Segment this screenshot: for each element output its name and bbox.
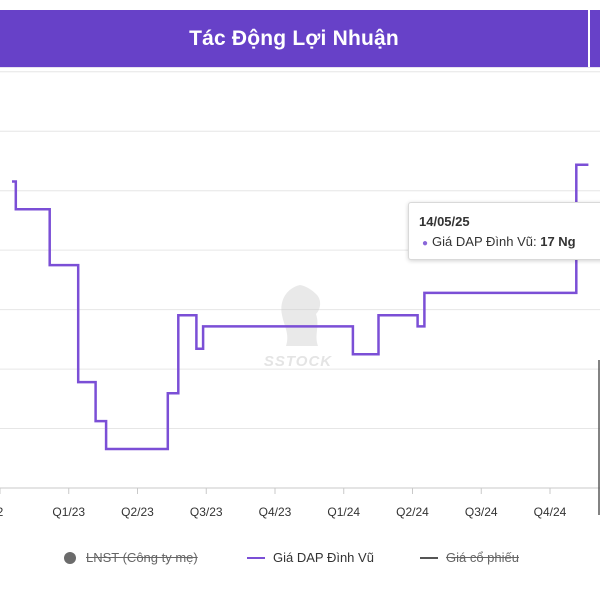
tooltip-series-dot-icon: ● [422,238,429,249]
legend-item-stock-price[interactable]: Giá cổ phiếu [420,550,519,565]
legend-label-stock-price: Giá cổ phiếu [446,550,519,565]
header-side-tab [590,10,600,67]
tooltip-date: 14/05/25 [419,214,470,229]
tooltip-value: 17 Ng [540,234,576,249]
legend-line-icon [247,556,265,559]
legend: LNST (Công ty mẹ) Giá DAP Đình Vũ Giá cổ… [0,546,600,570]
legend-line-icon [420,556,438,559]
x-tick-label: Q2/23 [121,505,154,519]
series-layer [12,163,589,451]
x-tick-label: Q2/24 [396,505,429,519]
watermark-text: SSTOCK [264,353,332,370]
legend-label-dap: Giá DAP Đình Vũ [273,550,374,565]
tooltip-row: ● Giá DAP Đình Vũ: 17 Ng [422,234,576,249]
tooltip-series-label: Giá DAP Đình Vũ: [432,234,537,249]
chart-plot[interactable]: SSTOCK 2 Q1/23 Q2/23 Q3/23 Q4/23 Q1/24 Q2/24 Q3… [0,70,600,546]
x-tick-label: Q3/23 [190,505,223,519]
legend-item-lnst[interactable]: LNST (Công ty mẹ) [64,550,198,565]
legend-item-dap[interactable]: Giá DAP Đình Vũ [247,550,374,565]
x-tick-label: Q4/24 [534,505,567,519]
x-tick-label: Q4/23 [259,505,292,519]
header-divider [0,67,600,68]
legend-circle-icon [64,551,76,564]
x-tick-label: 2 [0,505,4,519]
tooltip: 14/05/25 ● Giá DAP Đình Vũ: 17 Ng [408,202,600,260]
chart-header: Tác Động Lợi Nhuận [0,10,589,67]
legend-label-lnst: LNST (Công ty mẹ) [86,550,198,565]
x-tick-label: Q1/23 [52,505,85,519]
grid-lines [0,71,600,430]
watermark: SSTOCK [264,285,332,370]
chart-title: Tác Động Lợi Nhuận [189,26,399,50]
series-line-dap[interactable] [12,163,589,451]
x-axis-ticks [0,488,551,494]
x-tick-label: Q3/24 [465,505,498,519]
x-tick-label: Q1/24 [327,505,360,519]
x-axis-labels: 2 Q1/23 Q2/23 Q3/23 Q4/23 Q1/24 Q2/24 Q3/24 Q4/2… [0,505,567,519]
watermark-horse-icon [281,285,321,346]
